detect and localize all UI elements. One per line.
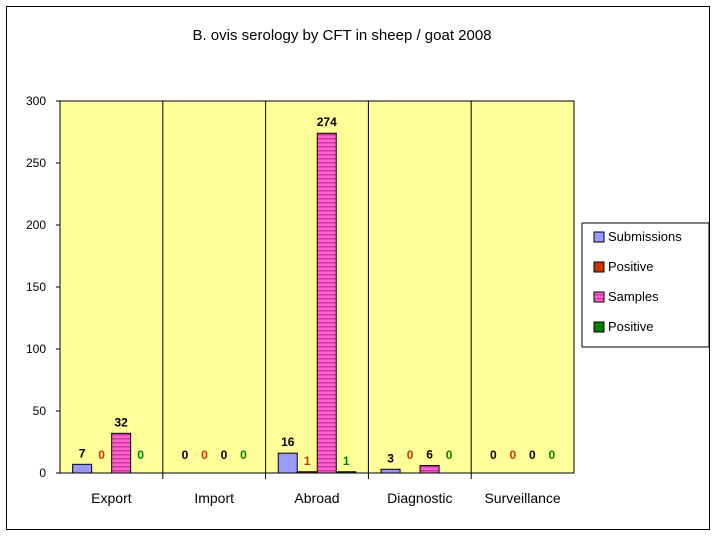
- y-tick-label: 100: [26, 342, 46, 356]
- data-label: 0: [240, 448, 247, 462]
- data-label: 0: [549, 448, 556, 462]
- x-tick-label: Abroad: [294, 490, 339, 506]
- bar: [336, 471, 357, 474]
- x-tick-label: Diagnostic: [387, 490, 452, 506]
- legend-swatch: [593, 321, 605, 333]
- data-label: 7: [79, 446, 86, 460]
- data-label: 0: [137, 448, 144, 462]
- y-tick-label: 0: [39, 466, 46, 480]
- chart-title: B. ovis serology by CFT in sheep / goat …: [192, 27, 491, 44]
- data-label: 0: [490, 448, 497, 462]
- data-label: 0: [221, 448, 228, 462]
- bar: [72, 463, 93, 474]
- data-label: 0: [446, 448, 453, 462]
- data-label: 32: [114, 415, 128, 429]
- data-label: 0: [182, 448, 189, 462]
- y-tick-label: 50: [33, 404, 47, 418]
- y-tick-label: 300: [26, 94, 46, 108]
- x-axis: Export Import Abroad Diagnostic Surveillance: [91, 490, 561, 506]
- data-label: 16: [281, 435, 295, 449]
- data-label: 3: [387, 451, 394, 465]
- data-label: 0: [529, 448, 536, 462]
- data-label: 0: [201, 448, 208, 462]
- y-tick-label: 200: [26, 218, 46, 232]
- data-label: 1: [343, 454, 350, 468]
- data-label: 0: [510, 448, 517, 462]
- legend-label: Samples: [608, 289, 659, 304]
- data-label: 6: [426, 448, 433, 462]
- data-label: 0: [407, 448, 414, 462]
- bar: [316, 132, 337, 474]
- data-label: 0: [98, 448, 105, 462]
- y-axis: 0 50 100 150 200 250 300: [26, 94, 60, 480]
- x-tick-label: Import: [194, 490, 234, 506]
- legend-label: Positive: [608, 319, 654, 334]
- data-label: 274: [317, 115, 337, 129]
- legend-swatch: [593, 291, 605, 303]
- legend-swatch: [593, 231, 605, 243]
- data-label: 1: [304, 454, 311, 468]
- category-dividers: [162, 101, 472, 479]
- bar: [297, 471, 318, 474]
- legend-swatch: [593, 261, 605, 273]
- bar: [380, 468, 401, 474]
- legend-label: Positive: [608, 259, 654, 274]
- legend-label: Submissions: [608, 229, 682, 244]
- bar: [111, 432, 132, 474]
- bar: [419, 465, 440, 474]
- x-tick-label: Surveillance: [484, 490, 560, 506]
- y-tick-label: 250: [26, 156, 46, 170]
- x-tick-label: Export: [91, 490, 132, 506]
- legend: Submissions Positive Samples Positive: [581, 222, 710, 348]
- bar: [277, 452, 298, 474]
- y-tick-label: 150: [26, 280, 46, 294]
